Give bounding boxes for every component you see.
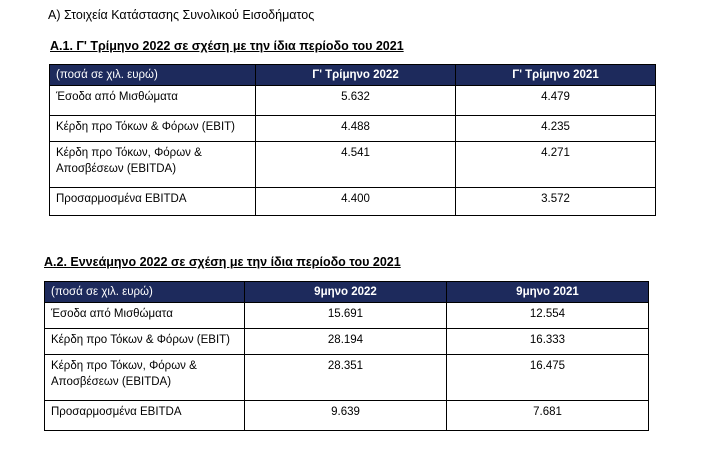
value-cell: 4.235	[455, 115, 656, 142]
header-units: (ποσά σε χιλ. ευρώ)	[49, 64, 256, 86]
table-a1-quarter: (ποσά σε χιλ. ευρώ) Γ' Τρίμηνο 2022 Γ' Τ…	[49, 64, 656, 216]
row-label-ebit: Κέρδη προ Τόκων & Φόρων (EBIT)	[49, 115, 256, 142]
header-9m-2021: 9μηνο 2021	[446, 281, 649, 303]
table-row: Έσοδα από Μισθώματα 15.691 12.554	[44, 302, 649, 329]
value-cell: 28.194	[244, 328, 447, 355]
row-label-ebit: Κέρδη προ Τόκων & Φόρων (EBIT)	[44, 328, 245, 355]
value-cell: 4.479	[455, 85, 656, 116]
value-cell: 15.691	[244, 302, 447, 329]
header-9m-2022: 9μηνο 2022	[244, 281, 447, 303]
value-cell: 5.632	[255, 85, 456, 116]
value-cell: 12.554	[446, 302, 649, 329]
row-label-ebitda-line2: Αποσβέσεων (EBITDA)	[51, 376, 172, 388]
page-heading: Α) Στοιχεία Κατάστασης Συνολικού Εισοδήμ…	[48, 8, 315, 22]
row-label-ebitda-line1: Κέρδη προ Τόκων, Φόρων &	[56, 147, 202, 159]
value-cell: 28.351	[244, 354, 447, 401]
table-row: Κέρδη προ Τόκων, Φόρων & Αποσβέσεων (EBI…	[44, 354, 649, 401]
value-cell: 3.572	[455, 187, 656, 216]
value-cell: 16.333	[446, 328, 649, 355]
row-label-ebitda-line2: Αποσβέσεων (EBITDA)	[56, 163, 177, 175]
header-units: (ποσά σε χιλ. ευρώ)	[44, 281, 245, 303]
row-label-adjusted-ebitda: Προσαρμοσμένα EBITDA	[49, 187, 256, 216]
table-header-row: (ποσά σε χιλ. ευρώ) Γ' Τρίμηνο 2022 Γ' Τ…	[49, 64, 656, 86]
value-cell: 16.475	[446, 354, 649, 401]
row-label-rental-income: Έσοδα από Μισθώματα	[44, 302, 245, 329]
section-a1-title: Α.1. Γ' Τρίμηνο 2022 σε σχέση με την ίδι…	[50, 39, 404, 53]
header-q3-2021: Γ' Τρίμηνο 2021	[455, 64, 656, 86]
table-row: Έσοδα από Μισθώματα 5.632 4.479	[49, 85, 656, 116]
row-label-ebitda: Κέρδη προ Τόκων, Φόρων & Αποσβέσεων (EBI…	[44, 354, 245, 401]
row-label-ebitda-line1: Κέρδη προ Τόκων, Φόρων &	[51, 360, 197, 372]
header-q3-2022: Γ' Τρίμηνο 2022	[255, 64, 456, 86]
table-row: Κέρδη προ Τόκων, Φόρων & Αποσβέσεων (EBI…	[49, 141, 656, 188]
table-row: Προσαρμοσμένα EBITDA 4.400 3.572	[49, 187, 656, 216]
value-cell: 4.400	[255, 187, 456, 216]
table-a2-nine-months: (ποσά σε χιλ. ευρώ) 9μηνο 2022 9μηνο 202…	[44, 281, 649, 431]
table-row: Κέρδη προ Τόκων & Φόρων (EBIT) 28.194 16…	[44, 328, 649, 355]
table-header-row: (ποσά σε χιλ. ευρώ) 9μηνο 2022 9μηνο 202…	[44, 281, 649, 303]
table-row: Προσαρμοσμένα EBITDA 9.639 7.681	[44, 400, 649, 431]
value-cell: 4.541	[255, 141, 456, 188]
row-label-adjusted-ebitda: Προσαρμοσμένα EBITDA	[44, 400, 245, 431]
value-cell: 9.639	[244, 400, 447, 431]
section-a2-title: Α.2. Εννεάμηνο 2022 σε σχέση με την ίδια…	[44, 255, 401, 269]
value-cell: 4.271	[455, 141, 656, 188]
value-cell: 7.681	[446, 400, 649, 431]
value-cell: 4.488	[255, 115, 456, 142]
table-row: Κέρδη προ Τόκων & Φόρων (EBIT) 4.488 4.2…	[49, 115, 656, 142]
row-label-rental-income: Έσοδα από Μισθώματα	[49, 85, 256, 116]
row-label-ebitda: Κέρδη προ Τόκων, Φόρων & Αποσβέσεων (EBI…	[49, 141, 256, 188]
